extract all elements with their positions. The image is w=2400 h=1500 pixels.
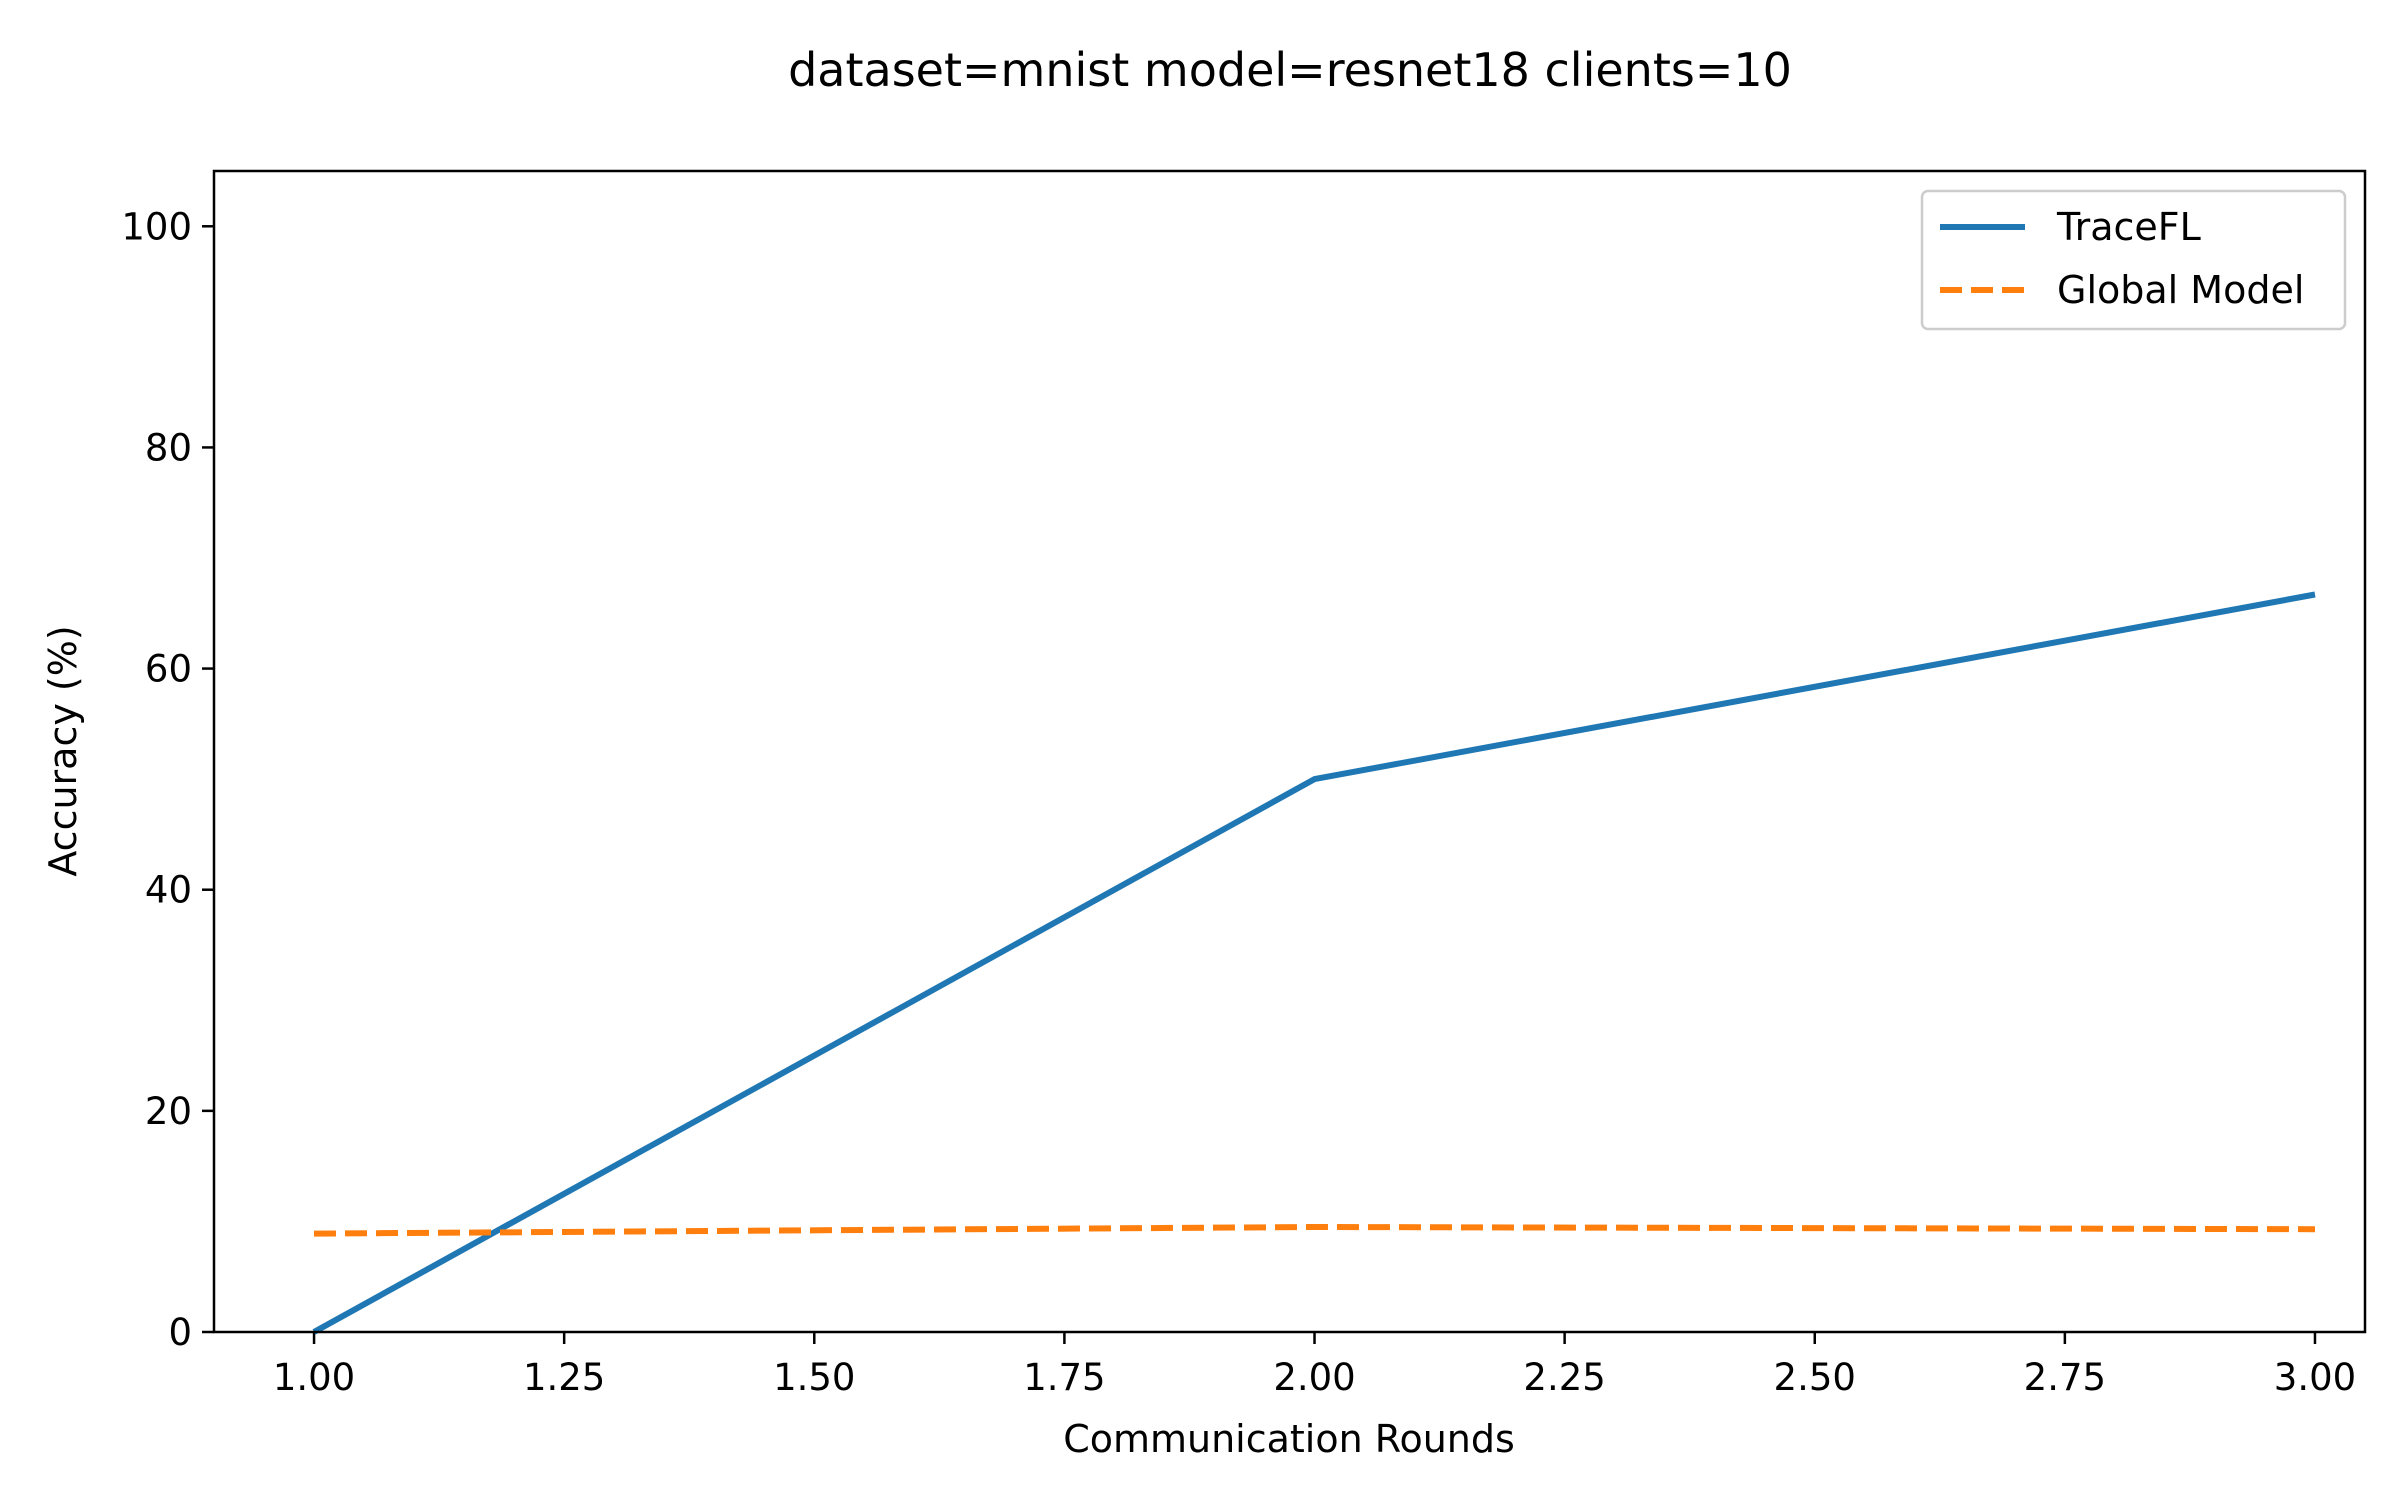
x-tick-label: 3.00 [2274,1356,2356,1399]
x-tick-label: 2.00 [1273,1356,1355,1399]
legend-label-traceFL: TraceFL [2056,205,2201,249]
x-tick-label: 2.50 [1774,1356,1856,1399]
y-axis-ticks: 0 20 40 60 80 100 [121,205,214,1354]
x-tick-label: 1.75 [1023,1356,1105,1399]
y-tick-label: 80 [145,426,192,469]
y-tick-label: 40 [145,869,192,912]
y-tick-label: 100 [121,205,192,248]
x-axis-ticks: 1.00 1.25 1.50 1.75 2.00 2.25 2.50 2.75 3.00 [273,1332,2356,1399]
y-tick-label: 0 [168,1311,192,1354]
x-tick-label: 1.25 [523,1356,605,1399]
y-tick-label: 60 [145,648,192,691]
series-lines [312,591,2316,1335]
series-line-tracefl [312,591,2316,1335]
legend-label-global-model: Global Model [2057,268,2304,312]
y-tick-label: 20 [145,1090,192,1133]
y-axis-label: Accuracy (%) [41,625,85,876]
chart-title: dataset=mnist model=resnet18 clients=10 [788,43,1792,97]
legend-box [1920,189,2347,331]
x-tick-label: 1.50 [773,1356,855,1399]
plot-frame [212,169,2367,1334]
x-tick-label: 2.75 [2024,1356,2106,1399]
legend: TraceFL Global Model [1920,189,2347,331]
x-axis-label: Communication Rounds [1063,1417,1515,1461]
series-line-global-model [313,1224,2316,1237]
x-tick-label: 1.00 [273,1356,355,1399]
x-tick-label: 2.25 [1523,1356,1605,1399]
